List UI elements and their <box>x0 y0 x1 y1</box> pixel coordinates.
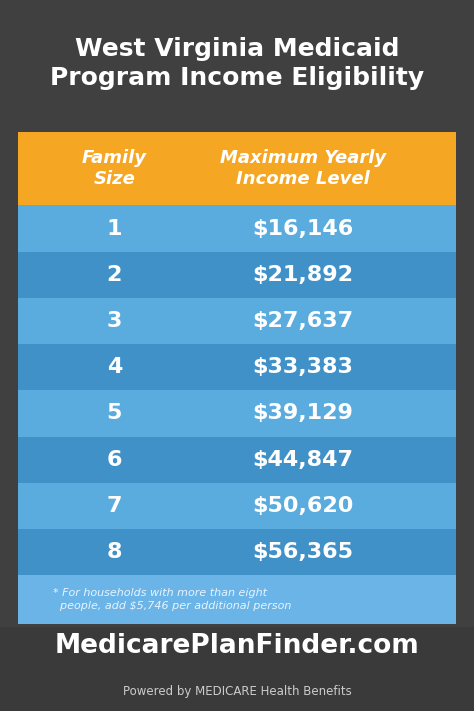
Bar <box>18 205 456 252</box>
Text: 7: 7 <box>107 496 122 516</box>
Bar <box>18 344 456 390</box>
Text: * For households with more than eight
  people, add $5,746 per additional person: * For households with more than eight pe… <box>53 588 292 611</box>
Text: $27,637: $27,637 <box>252 311 353 331</box>
Text: $16,146: $16,146 <box>252 218 353 239</box>
Text: MedicarePlanFinder.com: MedicarePlanFinder.com <box>55 634 419 659</box>
Bar <box>18 298 456 344</box>
Text: $44,847: $44,847 <box>252 449 353 470</box>
Bar <box>18 252 456 298</box>
Bar <box>18 529 456 575</box>
Bar <box>18 132 456 205</box>
Bar <box>0 0 474 127</box>
Text: $56,365: $56,365 <box>252 542 353 562</box>
Text: Maximum Yearly
Income Level: Maximum Yearly Income Level <box>219 149 386 188</box>
Text: Family
Size: Family Size <box>82 149 147 188</box>
Text: $33,383: $33,383 <box>252 357 353 378</box>
Text: $21,892: $21,892 <box>252 264 353 285</box>
Bar <box>18 390 456 437</box>
Bar <box>0 627 474 711</box>
Text: 2: 2 <box>107 264 122 285</box>
Bar <box>0 127 474 132</box>
Text: 1: 1 <box>107 218 122 239</box>
Bar <box>18 575 456 624</box>
Text: 4: 4 <box>107 357 122 378</box>
Text: 8: 8 <box>107 542 122 562</box>
Text: West Virginia Medicaid
Program Income Eligibility: West Virginia Medicaid Program Income El… <box>50 37 424 90</box>
Bar <box>18 483 456 529</box>
Text: 6: 6 <box>107 449 122 470</box>
Text: $50,620: $50,620 <box>252 496 354 516</box>
Bar <box>18 437 456 483</box>
Text: Powered by MEDICARE Health Benefits: Powered by MEDICARE Health Benefits <box>123 685 351 698</box>
Text: $39,129: $39,129 <box>252 403 353 424</box>
Text: 3: 3 <box>107 311 122 331</box>
Text: 5: 5 <box>107 403 122 424</box>
